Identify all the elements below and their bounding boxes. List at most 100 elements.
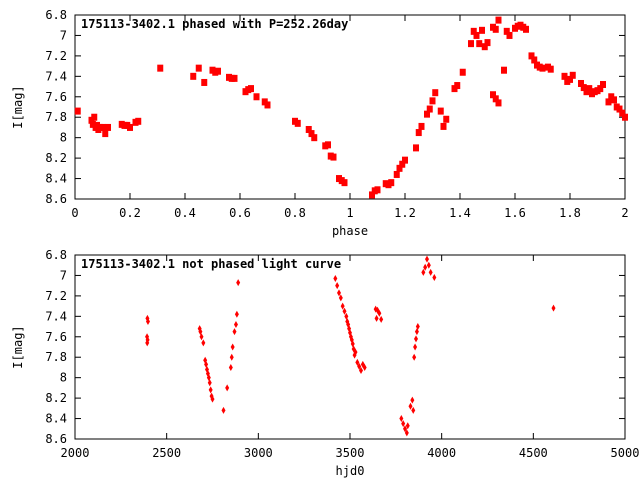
data-point xyxy=(341,179,348,187)
data-point xyxy=(215,67,221,75)
data-point xyxy=(374,314,379,322)
data-point xyxy=(495,16,502,24)
data-point xyxy=(481,43,488,51)
y-tick-label: 7.2 xyxy=(45,49,67,63)
x-tick-label: 3500 xyxy=(336,446,365,460)
data-point xyxy=(405,422,410,430)
data-point xyxy=(294,119,301,127)
data-point xyxy=(425,255,429,263)
data-point xyxy=(426,261,431,269)
data-point xyxy=(127,123,133,131)
data-point xyxy=(145,339,150,347)
y-tick-label: 7.4 xyxy=(45,309,67,323)
x-tick-label: 4500 xyxy=(519,446,548,460)
data-point xyxy=(362,363,367,371)
data-point xyxy=(207,379,212,387)
data-point xyxy=(459,68,466,76)
data-point xyxy=(399,160,406,168)
data-point xyxy=(492,95,499,103)
data-point xyxy=(523,25,529,33)
data-point xyxy=(443,115,450,123)
data-point xyxy=(342,307,347,315)
y-tick-label: 8.2 xyxy=(45,151,67,165)
data-point xyxy=(580,84,587,92)
y-tick-label: 8.2 xyxy=(45,391,67,405)
data-point xyxy=(410,396,415,404)
y-tick-label: 8.6 xyxy=(45,192,67,206)
chart-panel-1: 0 0.2 0.4 0.6 0.8 1 1.2 1.4 1.6 1.8 2 6.8 7 7.2 7.4 7.6… xyxy=(11,8,629,238)
y-tick-label: 7.6 xyxy=(45,330,67,344)
data-point xyxy=(91,113,98,121)
data-point xyxy=(561,72,568,80)
data-point xyxy=(415,129,422,137)
x-tick-label: 0.8 xyxy=(284,206,306,220)
data-point xyxy=(231,74,238,82)
data-point xyxy=(236,279,241,287)
y-tick-label: 7.4 xyxy=(45,69,67,83)
data-point xyxy=(454,82,461,90)
x-tick-label: 0.6 xyxy=(229,206,251,220)
y-axis-label: I[mag] xyxy=(11,325,25,368)
data-point xyxy=(264,101,271,109)
y-tick-label: 7.6 xyxy=(45,90,67,104)
data-point xyxy=(369,191,375,199)
y-tick-label: 8 xyxy=(60,371,67,385)
data-point xyxy=(432,89,439,97)
data-point xyxy=(305,125,312,133)
chart-panel-2: 2000 2500 3000 3500 4000 4500 5000 6.8 7 7.2 7.4 7.… xyxy=(11,248,639,478)
data-point xyxy=(338,294,343,302)
data-point xyxy=(605,98,612,106)
data-point xyxy=(423,263,428,271)
data-point xyxy=(600,81,606,89)
data-point xyxy=(421,268,426,276)
x-tick-label: 1.4 xyxy=(449,206,471,220)
data-point xyxy=(333,275,338,283)
y-tick-label: 7 xyxy=(60,28,67,42)
data-point xyxy=(350,340,355,348)
data-point xyxy=(198,328,203,336)
data-point xyxy=(495,99,502,107)
x-tick-label: 5000 xyxy=(611,446,640,460)
data-point xyxy=(492,25,499,33)
data-point xyxy=(233,321,238,329)
y-tick-label: 8.6 xyxy=(45,432,67,446)
data-point xyxy=(408,402,413,410)
data-point xyxy=(204,360,209,368)
data-point xyxy=(470,27,477,35)
data-point xyxy=(201,339,206,347)
data-point xyxy=(228,363,233,371)
data-point xyxy=(402,156,408,164)
data-point xyxy=(616,105,623,113)
data-point xyxy=(105,123,111,131)
data-point xyxy=(145,317,150,325)
data-point xyxy=(225,384,230,392)
data-point xyxy=(359,367,363,375)
data-point xyxy=(393,170,400,178)
data-point xyxy=(432,273,437,281)
y-tick-label: 7.2 xyxy=(45,289,67,303)
data-point xyxy=(597,85,604,93)
data-point xyxy=(506,31,513,39)
data-point xyxy=(490,91,496,99)
data-point xyxy=(567,75,573,83)
data-point xyxy=(411,406,416,414)
data-point xyxy=(355,358,360,366)
x-tick-label: 2500 xyxy=(152,446,181,460)
data-point xyxy=(413,343,418,351)
y-tick-label: 8 xyxy=(60,131,67,145)
data-point xyxy=(418,122,425,130)
data-point xyxy=(325,141,331,149)
x-tick-label: 1.6 xyxy=(504,206,526,220)
data-point xyxy=(340,302,345,310)
data-point xyxy=(330,153,337,161)
x-tick-label: 1 xyxy=(346,206,353,220)
x-tick-label: 1.2 xyxy=(394,206,416,220)
data-point xyxy=(479,26,485,34)
x-axis-label: hjd0 xyxy=(336,464,365,478)
data-point xyxy=(528,52,535,60)
plot-frame xyxy=(74,254,626,440)
y-tick-label: 7 xyxy=(60,268,67,282)
data-point xyxy=(210,395,215,403)
